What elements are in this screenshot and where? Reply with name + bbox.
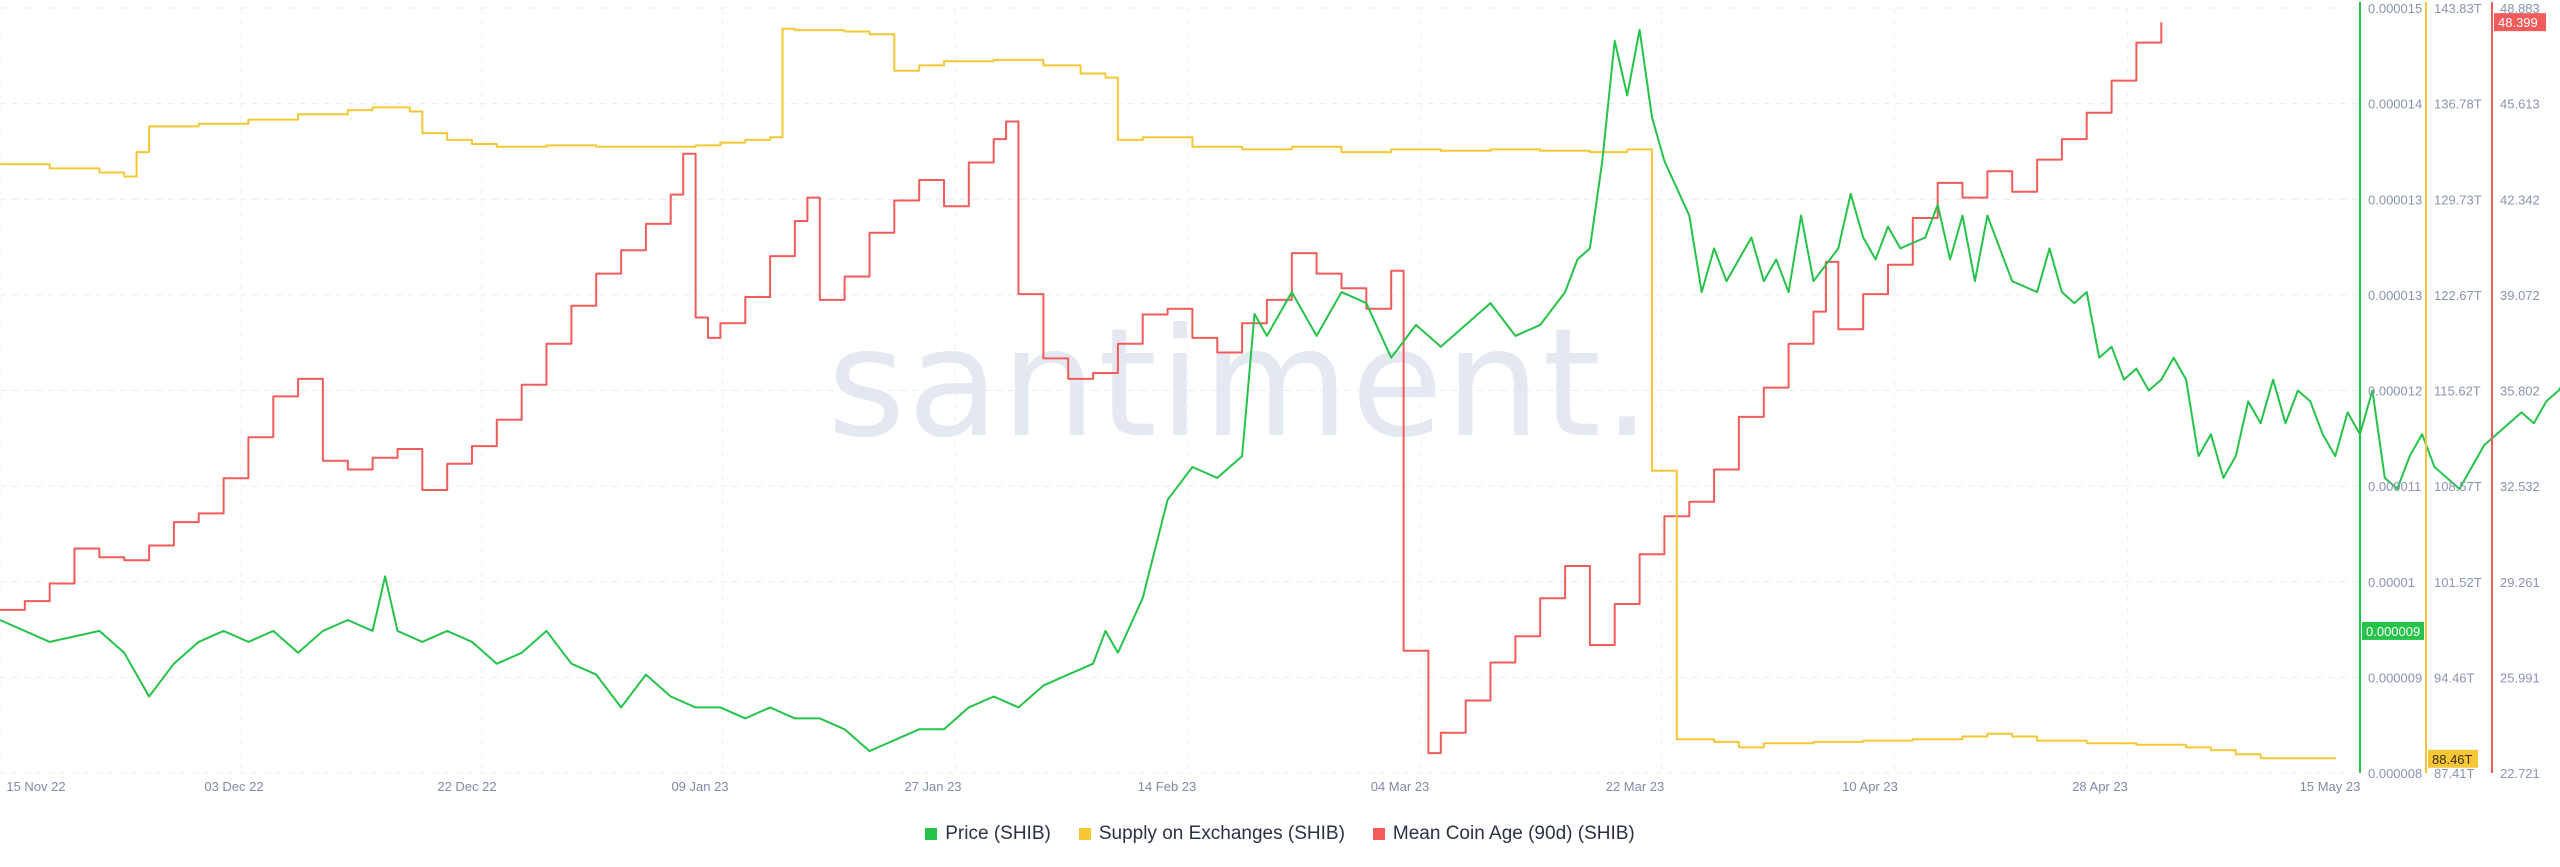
x-tick-label: 27 Jan 23 xyxy=(904,779,961,794)
legend-swatch xyxy=(1078,828,1091,840)
y-tick-label-coin_age: 48.883 xyxy=(2500,1,2540,16)
y-tick-label-price: 0.000011 xyxy=(2368,479,2421,494)
x-tick-label: 22 Dec 22 xyxy=(437,779,496,794)
legend-item-coin_age[interactable]: Mean Coin Age (90d) (SHIB) xyxy=(1372,823,1635,845)
y-tick-label-supply: 94.46T xyxy=(2434,670,2475,685)
x-tick-label: 22 Mar 23 xyxy=(1606,779,1665,794)
x-tick-label: 09 Jan 23 xyxy=(671,779,728,794)
y-tick-label-coin_age: 32.532 xyxy=(2500,479,2540,494)
y-tick-label-supply: 122.67T xyxy=(2434,288,2482,303)
axes-layer: 0.0000150.0000140.0000130.0000130.000012… xyxy=(2359,1,2546,781)
x-axis: 15 Nov 22 03 Dec 22 22 Dec 22 09 Jan 23 27 J… xyxy=(6,779,2360,794)
y-tick-label-supply: 143.83T xyxy=(2434,1,2482,16)
y-tick-label-supply: 136.78T xyxy=(2434,97,2482,112)
y-tick-label-supply: 101.52T xyxy=(2434,575,2482,590)
y-tick-label-price: 0.000013 xyxy=(2368,192,2422,207)
y-tick-label-supply: 129.73T xyxy=(2434,192,2482,207)
y-tick-label-price: 0.00001 xyxy=(2368,575,2415,590)
y-tick-label-supply: 115.62T xyxy=(2434,384,2481,399)
current-value-label-coin_age: 48.399 xyxy=(2498,15,2538,30)
y-tick-label-coin_age: 45.613 xyxy=(2500,97,2540,112)
legend-label: Mean Coin Age (90d) (SHIB) xyxy=(1392,823,1635,844)
series-layer xyxy=(0,22,2560,760)
current-value-label-price: 0.000009 xyxy=(2366,624,2420,639)
y-tick-label-coin_age: 29.261 xyxy=(2500,575,2540,590)
series-line-price xyxy=(0,28,2560,753)
series-line-coin_age xyxy=(0,22,2163,755)
y-tick-label-price: 0.000013 xyxy=(2368,288,2422,303)
x-tick-label: 15 Nov 22 xyxy=(6,779,65,794)
grid xyxy=(0,7,2361,774)
legend-item-price[interactable]: Price (SHIB) xyxy=(925,823,1051,845)
y-tick-label-price: 0.000008 xyxy=(2368,766,2422,781)
y-tick-label-coin_age: 25.991 xyxy=(2500,670,2540,685)
legend-label: Supply on Exchanges (SHIB) xyxy=(1098,823,1345,844)
x-tick-label: 04 Mar 23 xyxy=(1371,779,1430,794)
x-tick-label: 28 Apr 23 xyxy=(2072,779,2128,794)
y-tick-label-coin_age: 22.721 xyxy=(2500,766,2540,781)
y-tick-label-supply: 87.41T xyxy=(2434,766,2475,781)
x-tick-label: 15 May 23 xyxy=(2300,779,2361,794)
y-tick-label-price: 0.000012 xyxy=(2368,384,2422,399)
series-line-supply xyxy=(0,27,2337,760)
current-value-badge-price xyxy=(2362,621,2424,640)
y-tick-label-supply: 108.57T xyxy=(2434,479,2482,494)
watermark-text: santiment. xyxy=(827,297,1653,471)
legend-swatch xyxy=(1372,828,1385,840)
x-tick-label: 10 Apr 23 xyxy=(1842,779,1898,794)
legend-swatch xyxy=(925,828,938,840)
x-tick-label: 03 Dec 22 xyxy=(204,779,263,794)
x-tick-label: 14 Feb 23 xyxy=(1138,779,1197,794)
y-tick-label-price: 0.000015 xyxy=(2368,1,2422,16)
y-tick-label-price: 0.000014 xyxy=(2368,97,2422,112)
y-tick-label-coin_age: 35.802 xyxy=(2500,384,2540,399)
current-value-badge-coin_age xyxy=(2494,13,2546,32)
current-value-label-supply: 88.46T xyxy=(2432,752,2473,767)
current-value-badge-supply xyxy=(2428,749,2478,768)
y-tick-label-coin_age: 42.342 xyxy=(2500,192,2540,207)
legend: Price (SHIB) Supply on Exchanges (SHIB) Me… xyxy=(0,822,2560,846)
legend-label: Price (SHIB) xyxy=(945,823,1051,844)
legend-item-supply[interactable]: Supply on Exchanges (SHIB) xyxy=(1078,823,1345,845)
y-tick-label-coin_age: 39.072 xyxy=(2500,288,2540,303)
y-tick-label-price: 0.000009 xyxy=(2368,670,2422,685)
